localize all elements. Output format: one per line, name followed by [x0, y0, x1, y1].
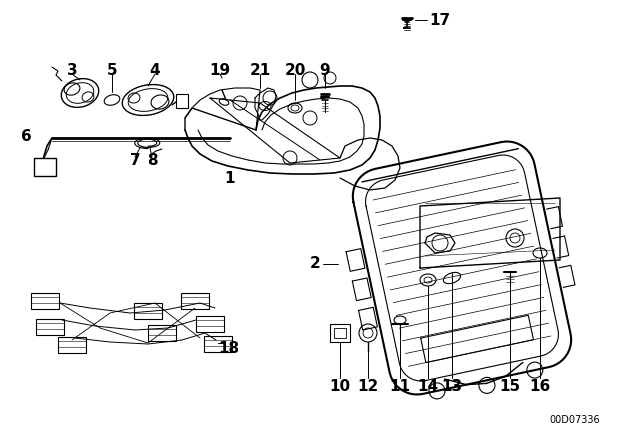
Bar: [31, 293, 59, 309]
Text: 5: 5: [107, 63, 117, 78]
Ellipse shape: [61, 78, 99, 108]
Text: 19: 19: [209, 63, 230, 78]
Bar: [181, 293, 209, 309]
Text: 21: 21: [250, 63, 271, 78]
Text: 20: 20: [284, 63, 306, 78]
Bar: [204, 336, 232, 352]
Bar: [334, 328, 346, 338]
Text: 15: 15: [499, 379, 520, 393]
Text: 10: 10: [330, 379, 351, 393]
Text: 17: 17: [429, 13, 450, 27]
Bar: [176, 94, 188, 108]
Text: 14: 14: [417, 379, 438, 393]
Text: 00D07336: 00D07336: [550, 415, 600, 425]
Text: 8: 8: [147, 152, 157, 168]
Text: 11: 11: [390, 379, 410, 393]
Bar: [134, 303, 162, 319]
Bar: [36, 319, 64, 335]
Text: 6: 6: [21, 129, 32, 143]
Bar: [196, 316, 224, 332]
Text: 13: 13: [442, 379, 463, 393]
Bar: [148, 325, 176, 341]
Bar: [58, 337, 86, 353]
Text: 1: 1: [225, 171, 235, 185]
Text: 18: 18: [218, 340, 239, 356]
Text: 4: 4: [150, 63, 160, 78]
Bar: [330, 324, 350, 342]
Text: 3: 3: [67, 63, 77, 78]
Bar: [34, 158, 56, 176]
Text: 7: 7: [130, 152, 140, 168]
Text: 12: 12: [357, 379, 379, 393]
Text: 9: 9: [320, 63, 330, 78]
Ellipse shape: [122, 85, 173, 116]
Text: 2: 2: [310, 256, 321, 271]
Text: 16: 16: [529, 379, 550, 393]
